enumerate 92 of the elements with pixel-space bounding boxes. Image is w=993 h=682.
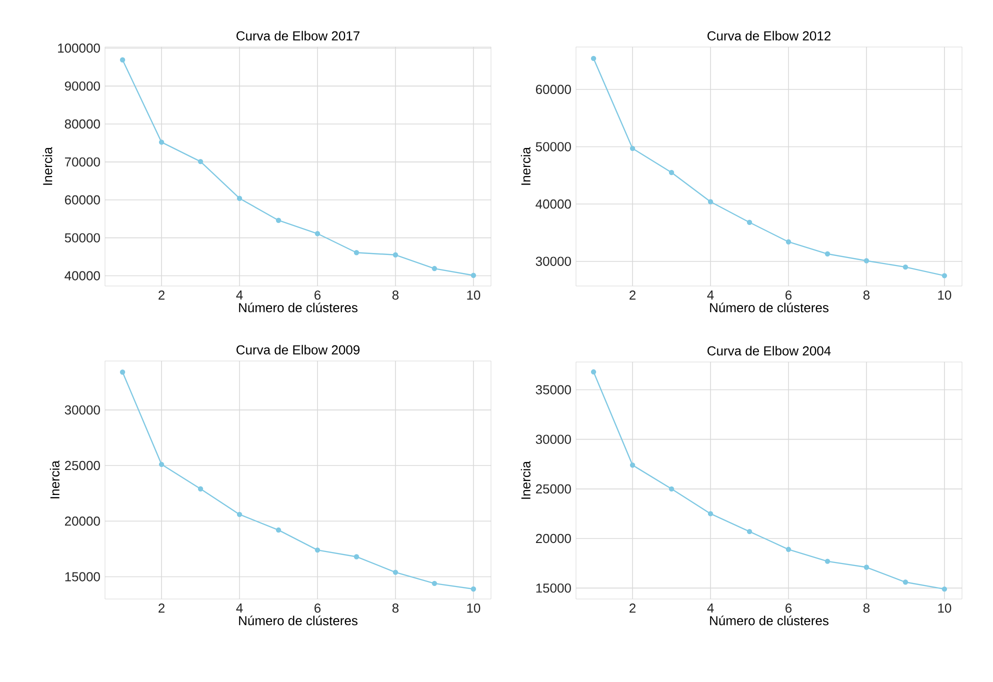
point: [942, 273, 948, 278]
point: [198, 158, 204, 164]
point: [354, 250, 360, 256]
chart-title: Curva de Elbow 2004: [708, 346, 831, 356]
x-tick-label: 8: [392, 290, 399, 300]
y-tick-label: 50000: [536, 142, 571, 152]
y-axis-title: Inercia: [520, 146, 530, 185]
x-tick-label: 10: [938, 290, 952, 300]
x-tick-label: 2: [630, 604, 636, 613]
point: [746, 528, 752, 534]
point: [668, 170, 674, 176]
y-tick-label: 20000: [64, 516, 100, 526]
y-tick-label: 25000: [536, 484, 571, 494]
point: [276, 527, 282, 533]
point: [158, 462, 164, 468]
point: [786, 546, 792, 552]
point: [236, 196, 242, 201]
y-tick-label: 60000: [536, 84, 571, 94]
y-tick-label: 90000: [64, 81, 100, 91]
y-tick-label: 30000: [536, 256, 571, 266]
y-tick-label: 60000: [64, 195, 100, 204]
chart-title: Curva de Elbow 2009: [236, 344, 360, 354]
y-tick-label: 40000: [536, 199, 571, 209]
point: [786, 239, 792, 244]
point: [120, 370, 126, 375]
y-tick-label: 40000: [64, 271, 100, 280]
y-tick-label: 15000: [65, 572, 100, 582]
x-axis-title: Número de clústeres: [710, 616, 828, 626]
x-axis-title: Número de clústeres: [710, 302, 828, 312]
point: [864, 564, 870, 570]
point: [392, 570, 398, 575]
x-axis-title: Número de clústeres: [239, 302, 358, 312]
y-axis-title: Inercia: [520, 460, 530, 499]
point: [470, 586, 476, 592]
point: [902, 264, 908, 270]
point: [590, 369, 596, 375]
y-tick-label: 70000: [65, 157, 100, 167]
point: [314, 231, 320, 236]
point: [630, 146, 636, 152]
y-tick-label: 15000: [536, 583, 571, 593]
point: [824, 558, 830, 564]
chart-title: Curva de Elbow 2012: [708, 30, 830, 40]
x-axis-title: Número de clústeres: [239, 616, 358, 626]
x-tick-label: 6: [786, 604, 792, 613]
point: [392, 252, 398, 258]
y-axis-title: Inercia: [42, 146, 52, 185]
x-tick-label: 10: [467, 604, 480, 613]
y-tick-label: 30000: [64, 405, 100, 415]
y-tick-label: 35000: [536, 385, 571, 394]
point: [432, 266, 438, 272]
point: [158, 140, 164, 145]
point: [746, 220, 752, 225]
point: [824, 251, 830, 256]
x-tick-label: 2: [158, 290, 164, 300]
point: [630, 462, 636, 468]
x-tick-label: 8: [863, 604, 870, 613]
x-tick-label: 6: [314, 290, 321, 300]
chart-title: Curva de Elbow 2017: [236, 30, 360, 40]
point: [708, 511, 714, 516]
point: [864, 258, 870, 264]
x-tick-label: 4: [236, 604, 243, 612]
x-tick-label: 4: [707, 604, 714, 612]
point: [120, 57, 126, 62]
x-tick-label: 10: [467, 290, 480, 300]
point: [276, 218, 282, 223]
x-tick-label: 8: [863, 290, 870, 300]
x-tick-label: 2: [158, 604, 164, 613]
x-tick-label: 10: [938, 604, 952, 613]
x-tick-label: 6: [314, 604, 321, 613]
x-tick-label: 2: [630, 290, 636, 300]
point: [354, 554, 360, 560]
y-tick-label: 20000: [536, 534, 571, 544]
point: [470, 272, 476, 278]
y-tick-label: 50000: [64, 233, 100, 242]
y-axis-title: Inercia: [50, 460, 60, 498]
point: [236, 512, 242, 518]
point: [668, 486, 674, 492]
x-tick-label: 4: [707, 290, 714, 300]
y-tick-label: 25000: [64, 460, 100, 470]
point: [590, 56, 596, 62]
point: [708, 199, 714, 204]
x-tick-label: 6: [786, 290, 792, 300]
y-tick-label: 100000: [58, 44, 100, 53]
point: [902, 580, 908, 585]
x-tick-label: 4: [236, 290, 243, 300]
point: [432, 580, 438, 586]
point: [314, 547, 320, 553]
y-tick-label: 30000: [536, 434, 571, 444]
y-tick-label: 80000: [64, 119, 100, 129]
x-tick-label: 8: [392, 604, 399, 613]
point: [198, 486, 204, 492]
point: [942, 586, 948, 592]
